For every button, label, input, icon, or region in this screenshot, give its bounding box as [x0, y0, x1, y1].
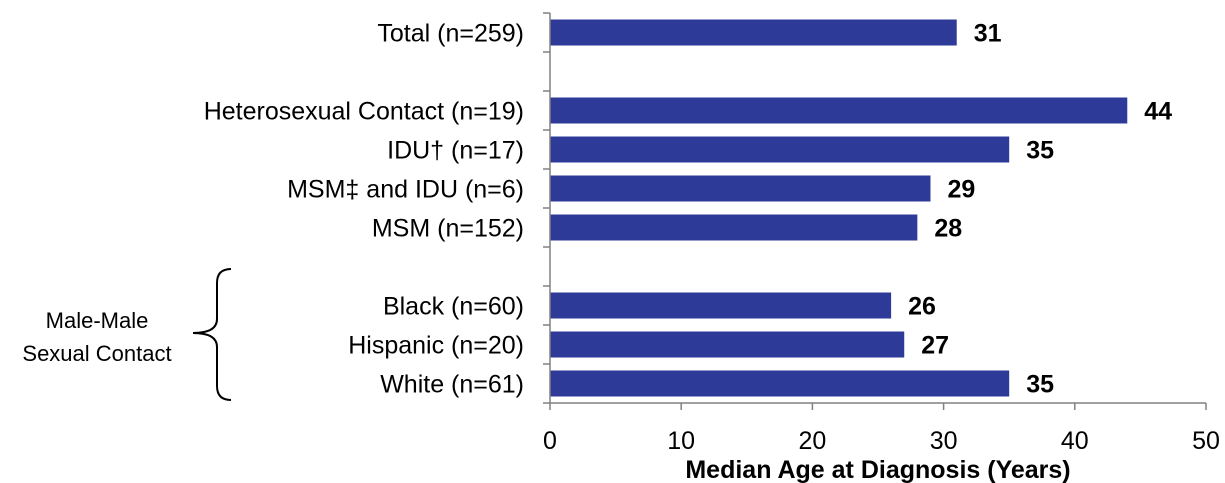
- bar: [550, 214, 918, 241]
- group-bracket: Male-Male Sexual Contact: [22, 268, 232, 401]
- category-label: MSM‡ and IDU (n=6): [287, 176, 524, 204]
- x-tick-label: 50: [1192, 427, 1220, 455]
- bar: [550, 97, 1128, 124]
- x-tick-label: 10: [667, 427, 695, 455]
- axes-group: [543, 12, 1207, 410]
- value-labels-group: 31 44 35 29 28 26 27 35: [908, 20, 1172, 399]
- bar: [550, 370, 1010, 397]
- bracket-label-line2: Sexual Contact: [22, 341, 171, 366]
- bars-group: [550, 19, 1128, 397]
- x-tick-labels-group: 0 10 20 30 40 50: [543, 427, 1220, 455]
- category-labels-group: Total (n=259) Heterosexual Contact (n=19)…: [204, 20, 524, 399]
- bar-value-label: 29: [947, 176, 975, 204]
- bar: [550, 292, 892, 319]
- x-axis-title: Median Age at Diagnosis (Years): [685, 456, 1070, 483]
- bar-value-label: 26: [908, 293, 936, 321]
- category-label: Total (n=259): [377, 20, 524, 48]
- bar-value-label: 28: [934, 215, 962, 243]
- bar: [550, 19, 957, 46]
- category-label: Hispanic (n=20): [348, 332, 524, 360]
- x-tick-label: 30: [930, 427, 958, 455]
- bar-value-label: 31: [974, 20, 1002, 48]
- bar: [550, 175, 931, 202]
- bar-value-label: 27: [921, 332, 949, 360]
- x-tick-label: 40: [1061, 427, 1089, 455]
- bar: [550, 136, 1010, 163]
- category-label: Black (n=60): [383, 293, 524, 321]
- bar: [550, 331, 905, 358]
- curly-brace-icon: [192, 268, 232, 401]
- category-label: MSM (n=152): [372, 215, 524, 243]
- bracket-label-line1: Male-Male: [46, 308, 149, 333]
- x-tick-label: 0: [543, 427, 557, 455]
- bar-value-label: 35: [1026, 137, 1054, 165]
- x-tick-label: 20: [798, 427, 826, 455]
- category-label: IDU† (n=17): [387, 137, 524, 165]
- bar-value-label: 44: [1144, 98, 1172, 126]
- bar-value-label: 35: [1026, 371, 1054, 399]
- category-label: Heterosexual Contact (n=19): [204, 98, 524, 126]
- category-label: White (n=61): [380, 371, 524, 399]
